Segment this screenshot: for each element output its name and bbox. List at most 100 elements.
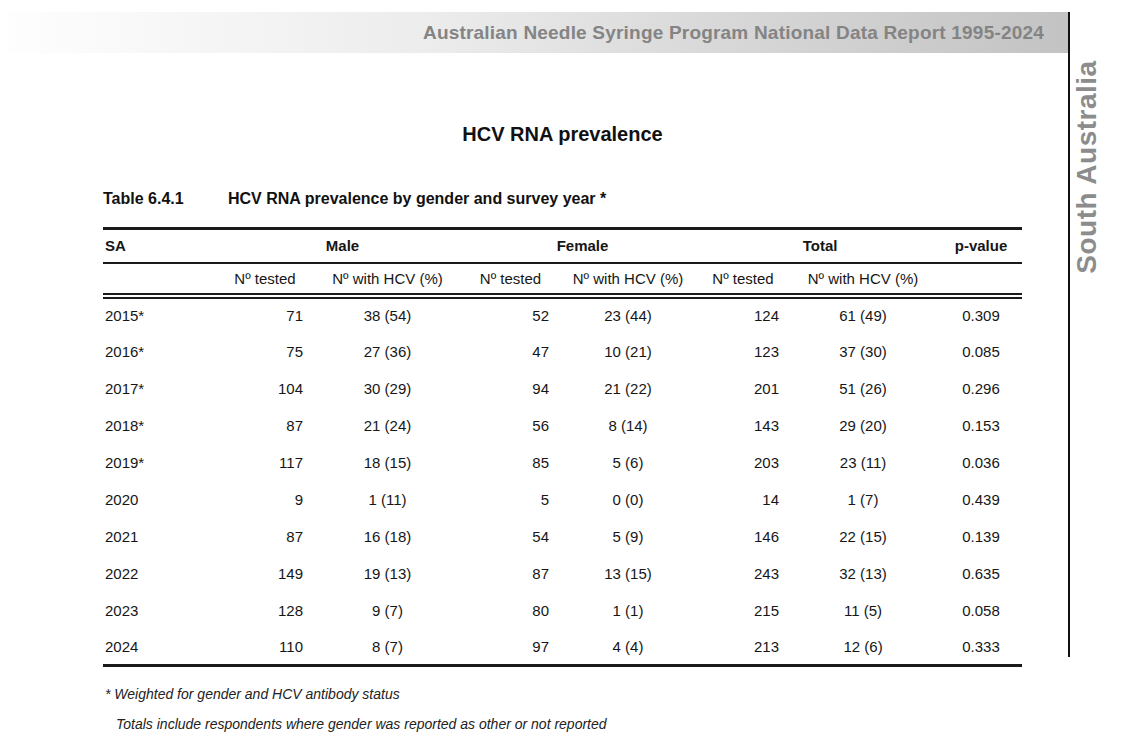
subheader-empty <box>940 263 1022 296</box>
cell-year: 2019* <box>103 444 220 481</box>
cell-total-hcv-pct: 29 (20) <box>786 407 940 444</box>
cell-total-hcv-pct: 37 (30) <box>786 333 940 370</box>
table-caption: Table 6.4.1 HCV RNA prevalence by gender… <box>103 190 606 208</box>
cell-female-tested: 80 <box>465 592 556 629</box>
cell-female-hcv-pct: 8 (14) <box>556 407 700 444</box>
cell-total-tested: 124 <box>700 296 786 333</box>
cell-female-hcv-pct: 4 (4) <box>556 629 700 666</box>
cell-total-hcv-pct: 1 (7) <box>786 481 940 518</box>
table-row: 2017*10430 (29)9421 (22)20151 (26)0.296 <box>103 370 1022 407</box>
cell-female-hcv-pct: 5 (6) <box>556 444 700 481</box>
cell-male-hcv-pct: 38 (54) <box>310 296 465 333</box>
cell-year: 2022 <box>103 555 220 592</box>
cell-total-hcv-pct: 61 (49) <box>786 296 940 333</box>
cell-female-tested: 85 <box>465 444 556 481</box>
cell-male-hcv-pct: 9 (7) <box>310 592 465 629</box>
cell-male-tested: 87 <box>220 407 310 444</box>
cell-year: 2016* <box>103 333 220 370</box>
cell-female-tested: 97 <box>465 629 556 666</box>
cell-female-tested: 87 <box>465 555 556 592</box>
cell-male-tested: 71 <box>220 296 310 333</box>
cell-total-tested: 213 <box>700 629 786 666</box>
cell-male-hcv-pct: 16 (18) <box>310 518 465 555</box>
cell-total-hcv-pct: 22 (15) <box>786 518 940 555</box>
cell-male-tested: 149 <box>220 555 310 592</box>
subheader-female-hcv: Nº with HCV (%) <box>556 263 700 296</box>
table-caption-text: HCV RNA prevalence by gender and survey … <box>228 190 606 208</box>
footnote-weighted: * Weighted for gender and HCV antibody s… <box>105 686 400 702</box>
cell-male-tested: 75 <box>220 333 310 370</box>
cell-p-value: 0.153 <box>940 407 1022 444</box>
subheader-total-hcv: Nº with HCV (%) <box>786 263 940 296</box>
sidebar-region-label: South Australia <box>1071 41 1107 293</box>
section-title: HCV RNA prevalence <box>103 123 1022 146</box>
group-header-male: Male <box>220 229 465 263</box>
cell-total-hcv-pct: 51 (26) <box>786 370 940 407</box>
cell-female-hcv-pct: 1 (1) <box>556 592 700 629</box>
subheader-male-hcv: Nº with HCV (%) <box>310 263 465 296</box>
cell-male-hcv-pct: 8 (7) <box>310 629 465 666</box>
cell-male-hcv-pct: 30 (29) <box>310 370 465 407</box>
subheader-male-tested: Nº tested <box>220 263 310 296</box>
cell-male-tested: 110 <box>220 629 310 666</box>
group-header-pvalue: p-value <box>940 229 1022 263</box>
cell-male-tested: 117 <box>220 444 310 481</box>
footnote-totals: Totals include respondents where gender … <box>116 716 607 732</box>
cell-year: 2017* <box>103 370 220 407</box>
cell-female-hcv-pct: 0 (0) <box>556 481 700 518</box>
cell-female-hcv-pct: 23 (44) <box>556 296 700 333</box>
cell-p-value: 0.036 <box>940 444 1022 481</box>
table-row: 2015*7138 (54)5223 (44)12461 (49)0.309 <box>103 296 1022 333</box>
cell-female-hcv-pct: 13 (15) <box>556 555 700 592</box>
cell-male-hcv-pct: 19 (13) <box>310 555 465 592</box>
cell-p-value: 0.439 <box>940 481 1022 518</box>
cell-total-tested: 215 <box>700 592 786 629</box>
cell-total-hcv-pct: 12 (6) <box>786 629 940 666</box>
cell-p-value: 0.058 <box>940 592 1022 629</box>
cell-total-tested: 143 <box>700 407 786 444</box>
cell-female-tested: 54 <box>465 518 556 555</box>
subheader-total-tested: Nº tested <box>700 263 786 296</box>
table-subheader-row: Nº tested Nº with HCV (%) Nº tested Nº w… <box>103 263 1022 296</box>
table-row: 2016*7527 (36)4710 (21)12337 (30)0.085 <box>103 333 1022 370</box>
cell-p-value: 0.085 <box>940 333 1022 370</box>
cell-p-value: 0.333 <box>940 629 1022 666</box>
cell-female-hcv-pct: 5 (9) <box>556 518 700 555</box>
cell-male-tested: 9 <box>220 481 310 518</box>
table-row: 20218716 (18)545 (9)14622 (15)0.139 <box>103 518 1022 555</box>
cell-total-tested: 123 <box>700 333 786 370</box>
cell-female-tested: 5 <box>465 481 556 518</box>
cell-female-tested: 47 <box>465 333 556 370</box>
table-body: 2015*7138 (54)5223 (44)12461 (49)0.30920… <box>103 296 1022 666</box>
cell-year: 2021 <box>103 518 220 555</box>
table-row: 2018*8721 (24)568 (14)14329 (20)0.153 <box>103 407 1022 444</box>
cell-total-tested: 201 <box>700 370 786 407</box>
hcv-rna-prevalence-table: SA Male Female Total p-value Nº tested N… <box>103 227 1022 667</box>
cell-male-hcv-pct: 21 (24) <box>310 407 465 444</box>
table-group-header-row: SA Male Female Total p-value <box>103 229 1022 263</box>
table-row: 2019*11718 (15)855 (6)20323 (11)0.036 <box>103 444 1022 481</box>
group-header-female: Female <box>465 229 700 263</box>
report-title: Australian Needle Syringe Program Nation… <box>8 12 1068 53</box>
subheader-empty <box>103 263 220 296</box>
cell-male-tested: 128 <box>220 592 310 629</box>
cell-total-tested: 203 <box>700 444 786 481</box>
cell-p-value: 0.296 <box>940 370 1022 407</box>
cell-male-hcv-pct: 1 (11) <box>310 481 465 518</box>
cell-year: 2024 <box>103 629 220 666</box>
subheader-female-tested: Nº tested <box>465 263 556 296</box>
cell-total-tested: 243 <box>700 555 786 592</box>
table-row: 202214919 (13)8713 (15)24332 (13)0.635 <box>103 555 1022 592</box>
cell-total-hcv-pct: 32 (13) <box>786 555 940 592</box>
cell-total-hcv-pct: 23 (11) <box>786 444 940 481</box>
cell-year: 2020 <box>103 481 220 518</box>
cell-year: 2018* <box>103 407 220 444</box>
cell-year: 2015* <box>103 296 220 333</box>
table-caption-number: Table 6.4.1 <box>103 190 228 208</box>
table-row: 202091 (11)50 (0)141 (7)0.439 <box>103 481 1022 518</box>
cell-female-tested: 52 <box>465 296 556 333</box>
cell-total-tested: 14 <box>700 481 786 518</box>
group-header-total: Total <box>700 229 940 263</box>
cell-total-tested: 146 <box>700 518 786 555</box>
table-row: 20241108 (7)974 (4)21312 (6)0.333 <box>103 629 1022 666</box>
